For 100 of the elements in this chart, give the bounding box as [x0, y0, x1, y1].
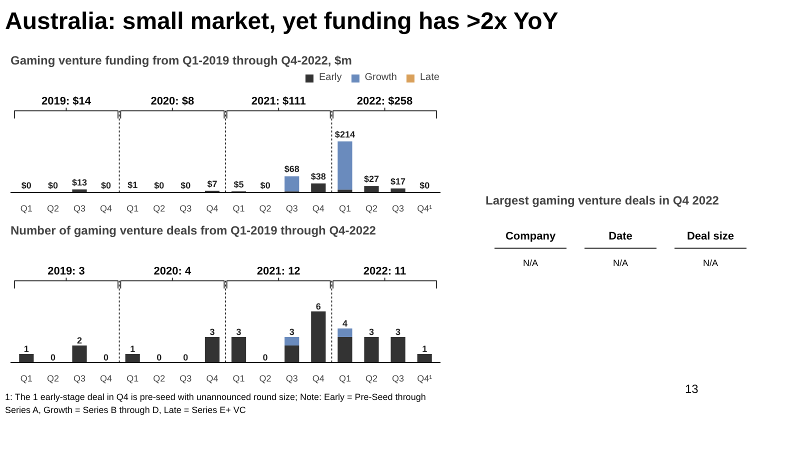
bar — [390, 336, 406, 362]
data-label: 3 — [368, 326, 374, 337]
total-label: 4 — [342, 318, 348, 328]
text: N/A — [613, 258, 628, 268]
x-tick-label: Q2 — [46, 374, 59, 384]
x-tick-label: Q1 — [232, 204, 245, 214]
data-label: 1 — [422, 344, 428, 354]
data-label: 6 — [316, 301, 321, 312]
category-label: Deal size — [686, 230, 734, 242]
category-label: Date — [608, 230, 632, 242]
bar — [72, 345, 87, 362]
data-label: $0 — [21, 180, 32, 190]
data-label: 3 — [396, 326, 401, 337]
text: 2020: $8 — [150, 96, 194, 108]
legend-label: Growth — [364, 72, 397, 83]
bar — [338, 328, 352, 337]
text: 2022: 11 — [363, 266, 406, 278]
data-label: 3 — [210, 326, 215, 337]
text: 2021: $111 — [251, 96, 306, 108]
text: 1: The 1 early-stage deal in Q4 is pre-seed with unannounced round size; Note: Early = Pre-Seed through Series A, Growth = Series B through D, Late = Series E+ VC — [5, 391, 427, 417]
text: 2020: 4 — [154, 266, 192, 278]
data-label: 0 — [156, 352, 162, 362]
bar — [284, 336, 300, 346]
category-label: Company — [505, 230, 556, 242]
bar — [338, 141, 352, 190]
data-label: $0 — [420, 180, 430, 190]
bar — [338, 336, 352, 362]
text: 2021: 12 — [256, 266, 300, 278]
text: 2019: $14 — [41, 96, 92, 108]
x-tick-label: Q4 — [312, 374, 324, 384]
data-label: $0 — [180, 180, 191, 190]
x-tick-label: Q3 — [180, 374, 192, 384]
x-tick-label: Q2 — [365, 374, 378, 384]
bar — [311, 311, 326, 362]
x-tick-label: Q4¹ — [417, 204, 432, 214]
x-tick-label: Q3 — [286, 204, 298, 214]
bar — [204, 336, 220, 362]
x-tick-label: Q2 — [365, 204, 378, 214]
bar — [284, 345, 300, 362]
data-label: $13 — [72, 177, 88, 188]
x-tick-label: Q3 — [74, 204, 86, 214]
x-tick-label: Q4 — [100, 374, 112, 384]
x-tick-label: Q1 — [232, 374, 245, 384]
data-label: 1 — [130, 344, 136, 354]
data-label: $5 — [234, 179, 244, 190]
text: 2022: $258 — [356, 96, 413, 108]
text: N/A — [703, 258, 718, 268]
x-tick-label: Q2 — [259, 374, 272, 384]
x-tick-label: Q4 — [312, 204, 324, 214]
data-label: $38 — [310, 171, 326, 182]
chart-subtitle: Gaming venture funding from Q1-2019 through Q4-2022, $m — [10, 54, 352, 68]
x-tick-label: Q2 — [153, 204, 166, 214]
x-tick-label: Q3 — [392, 374, 404, 384]
legend-label: Early — [318, 72, 342, 83]
x-tick-label: Q4 — [206, 204, 218, 214]
bar — [364, 186, 379, 192]
data-label: 2 — [77, 335, 82, 346]
data-label: 3 — [236, 326, 242, 337]
chart-title: Australia: small market, yet funding has >2x YoY — [5, 7, 558, 37]
x-tick-label: Q1 — [20, 374, 32, 384]
x-tick-label: Q4 — [206, 374, 218, 384]
data-label: $17 — [390, 176, 406, 186]
x-tick-label: Q2 — [153, 374, 166, 384]
x-tick-label: Q1 — [20, 204, 32, 214]
x-tick-label: Q3 — [180, 204, 192, 214]
data-label: $7 — [207, 178, 218, 189]
data-label: 0 — [262, 352, 268, 362]
x-tick-label: Q2 — [46, 204, 59, 214]
x-tick-label: Q1 — [338, 374, 351, 384]
chart-title: Number of gaming venture deals from Q1-2019 through Q4-2022 — [10, 224, 376, 238]
data-label: $0 — [101, 180, 112, 190]
x-tick-label: Q3 — [74, 374, 86, 384]
x-tick-label: Q1 — [338, 204, 351, 214]
text: 13 — [685, 381, 698, 398]
x-tick-label: Q2 — [259, 204, 272, 214]
data-label: $27 — [364, 174, 380, 184]
text: 2019: 3 — [48, 266, 85, 278]
total-label: 3 — [289, 326, 294, 337]
text: N/A — [523, 258, 538, 268]
data-label: $0 — [48, 180, 58, 190]
x-tick-label: Q3 — [286, 374, 298, 384]
text: Largest gaming venture deals in Q4 2022 — [486, 194, 720, 208]
x-tick-label: Q1 — [126, 374, 139, 384]
total-label: $214 — [334, 129, 355, 140]
x-tick-label: Q3 — [392, 204, 404, 214]
legend-label: Late — [420, 72, 440, 83]
bar — [19, 354, 34, 362]
bar — [364, 336, 379, 362]
data-label: 1 — [24, 344, 29, 354]
x-tick-label: Q1 — [126, 204, 139, 214]
bar — [311, 183, 326, 192]
bar — [284, 176, 300, 192]
total-label: $68 — [284, 164, 300, 174]
data-label: $1 — [128, 180, 138, 190]
data-label: 0 — [104, 352, 109, 362]
data-label: 0 — [50, 352, 56, 362]
data-label: 0 — [183, 352, 188, 362]
bar — [125, 354, 140, 362]
bar — [417, 354, 432, 362]
data-label: $0 — [260, 180, 270, 190]
